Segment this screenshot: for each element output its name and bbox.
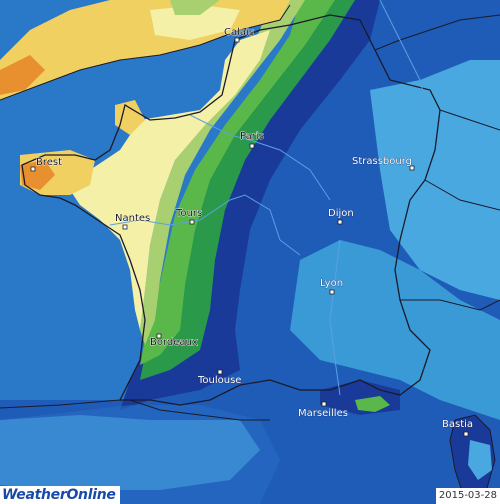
city-toulouse: Toulouse: [197, 369, 242, 386]
city-brest: Brest: [30, 157, 63, 172]
city-marker: [321, 401, 327, 407]
country-border-east: [374, 14, 500, 311]
weatheronline-logo: WeatherOnline: [0, 486, 120, 504]
city-label: Bastia: [442, 419, 473, 430]
river-loire: [109, 194, 301, 256]
city-bordeaux: Bordeaux: [150, 333, 198, 348]
zone-mid-green: [140, 0, 335, 365]
city-label: Toulouse: [197, 375, 241, 386]
zone-pale-yellow: [70, 30, 270, 330]
zone-light-blue-se: [290, 240, 500, 420]
zone-yellow-normandy: [115, 100, 145, 135]
city-label: Strassbourg: [352, 156, 412, 167]
river-seine: [189, 114, 331, 201]
city-label: Tours: [175, 208, 202, 219]
city-label: Nantes: [115, 213, 150, 224]
city-paris: Paris: [240, 131, 264, 149]
logo-text-weather: Weather: [2, 487, 67, 503]
city-marker: [249, 143, 255, 149]
zone-orange-brittany: [20, 160, 55, 190]
city-marker: [329, 289, 335, 295]
city-label: Dijon: [328, 208, 354, 219]
coastline-england: [0, 4, 291, 101]
city-nantes: Nantes: [115, 213, 151, 230]
city-marseilles: Marseilles: [298, 401, 348, 419]
river-rhone: [329, 239, 341, 396]
city-strassbourg: Strassbourg: [352, 156, 415, 171]
zone-orange-england: [0, 55, 45, 95]
city-label: Brest: [36, 157, 62, 168]
zone-green-england: [170, 0, 220, 15]
land-spain: [0, 405, 280, 504]
zone-pale-england: [150, 5, 240, 40]
logo-text-online: Online: [66, 487, 116, 503]
city-marker: [217, 369, 223, 375]
country-border-france: [21, 14, 441, 406]
city-marker: [189, 219, 195, 225]
city-calais: Calais: [224, 27, 254, 43]
city-label: Paris: [240, 131, 264, 142]
zone-light-green: [140, 0, 305, 345]
city-label: Lyon: [320, 278, 343, 289]
city-marker: [122, 224, 128, 230]
city-marker: [463, 431, 469, 437]
city-bastia: Bastia: [442, 419, 473, 437]
city-lyon: Lyon: [320, 278, 343, 295]
zone-cyan-alps: [370, 60, 500, 300]
city-dijon: Dijon: [328, 208, 354, 225]
city-label: Bordeaux: [150, 337, 198, 348]
city-marker: [337, 219, 343, 225]
country-border-spain: [0, 399, 270, 421]
city-tours: Tours: [175, 208, 203, 225]
city-label: Calais: [224, 27, 254, 38]
zone-green-coast: [355, 396, 390, 412]
city-label: Marseilles: [298, 408, 348, 419]
city-marker: [156, 333, 162, 339]
zone-dark-green: [140, 0, 355, 380]
city-marker: [409, 165, 415, 171]
zone-cyan-corsica: [468, 440, 492, 480]
river-rhine: [379, 0, 431, 121]
map-date: 2015-03-28: [435, 488, 500, 504]
city-marker: [30, 166, 36, 172]
city-marker: [234, 37, 240, 43]
